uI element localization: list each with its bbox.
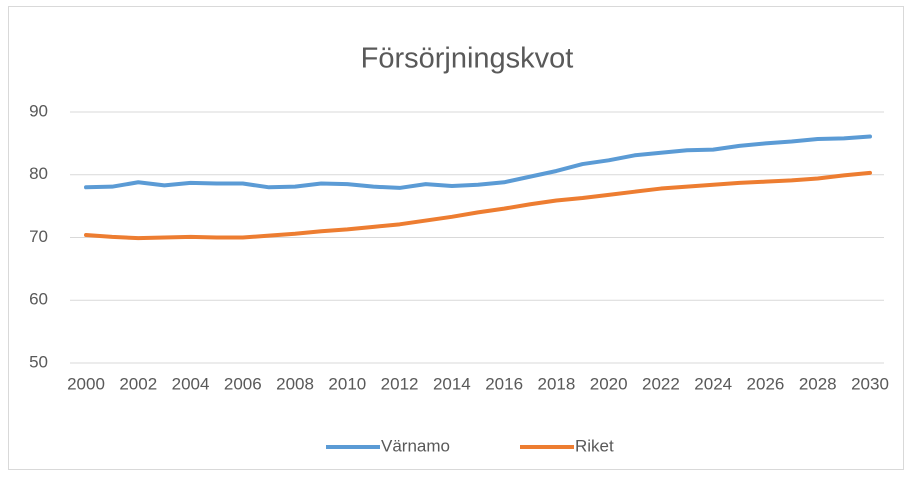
x-tick-label: 2020 [590, 374, 628, 393]
x-tick-label: 2004 [172, 374, 210, 393]
x-tick-label: 2002 [119, 374, 157, 393]
x-tick-label: 2008 [276, 374, 314, 393]
x-tick-label: 2012 [381, 374, 419, 393]
series-line [84, 170, 872, 241]
x-tick-label: 2022 [642, 374, 680, 393]
x-tick-label: 2028 [799, 374, 837, 393]
y-tick-label: 80 [29, 164, 48, 183]
x-tick-label: 2016 [485, 374, 523, 393]
x-tick-label: 2024 [694, 374, 732, 393]
y-tick-label: 60 [29, 290, 48, 309]
y-tick-label: 50 [29, 352, 48, 371]
x-tick-label: 2010 [328, 374, 366, 393]
chart-title: Försörjningskvot [361, 43, 574, 75]
y-tick-label: 90 [29, 101, 48, 120]
x-tick-label: 2014 [433, 374, 471, 393]
x-tick-label: 2018 [537, 374, 575, 393]
x-tick-label: 2000 [67, 374, 105, 393]
series-line [84, 134, 872, 190]
x-tick-label: 2006 [224, 374, 262, 393]
legend-label: Värnamo [381, 436, 450, 455]
y-tick-label: 70 [29, 227, 48, 246]
legend-label: Riket [575, 436, 614, 455]
x-tick-label: 2030 [851, 374, 889, 393]
x-tick-label: 2026 [747, 374, 785, 393]
